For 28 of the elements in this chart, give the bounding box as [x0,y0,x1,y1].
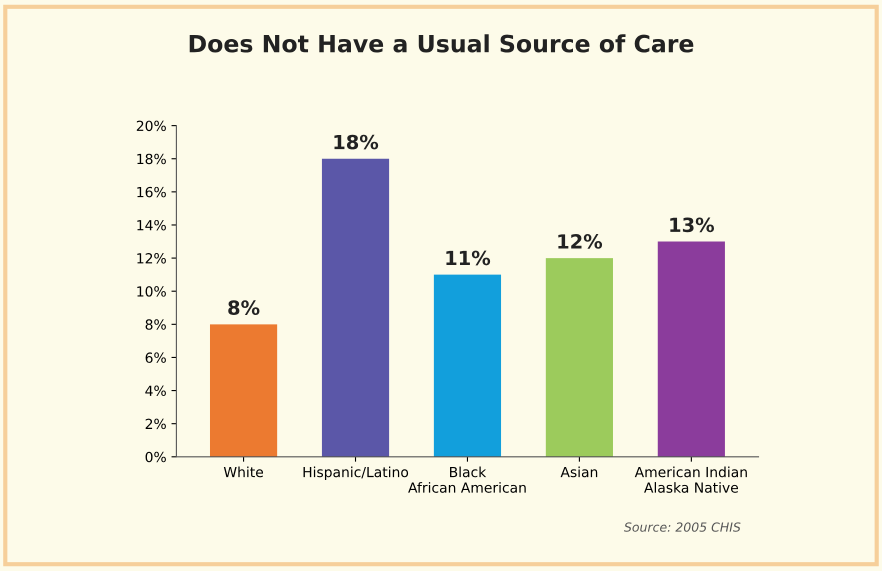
y-tick-label: 10% [137,286,166,297]
chart-title: Does Not Have a Usual Source of Care [190,34,694,53]
data-label: 13% [670,218,714,232]
y-tick-label: 6% [146,352,166,363]
y-tick-label: 8% [146,319,166,330]
x-tick-label: Asian [560,466,598,478]
bar [658,242,725,457]
y-tick-label: 2% [146,418,166,430]
y-tick-label: 20% [136,120,166,132]
data-label: 12% [558,234,602,249]
x-tick-label: Black African American [408,466,526,493]
bar [322,158,390,457]
y-tick-label: 12% [137,253,166,264]
y-tick-label: 4% [145,386,166,396]
y-tick-label: 14% [137,220,166,230]
x-tick-label: White [224,466,264,478]
x-tick-label: Hispanic/Latino [304,466,408,480]
x-tick-label: American Indian Alaska Native [634,466,747,493]
data-label: 8% [228,300,260,316]
data-label: 18% [334,134,378,150]
y-tick-label: 18% [137,154,166,164]
bar [546,258,613,457]
bar [434,274,502,457]
source-note: Source: 2005 CHIS [624,522,740,532]
data-label: 11% [446,250,490,266]
y-tick-label: 0% [146,452,166,462]
bar [210,324,278,457]
y-tick-label: 16% [137,186,166,198]
